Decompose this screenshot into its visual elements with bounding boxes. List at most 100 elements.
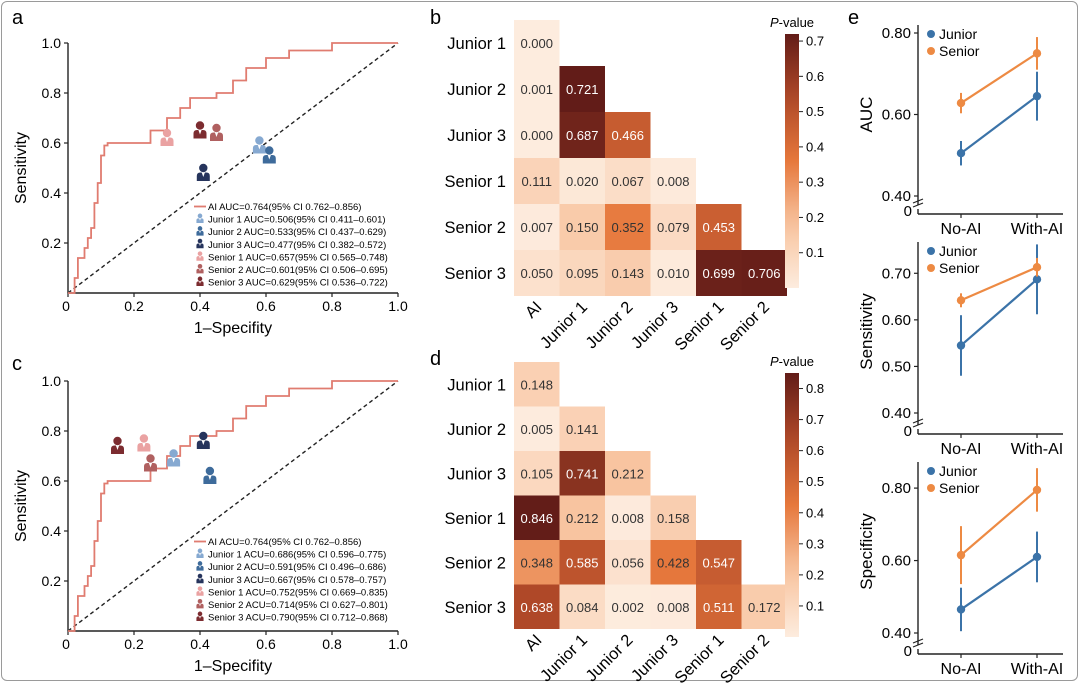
colorbar-title: P-value: [770, 354, 814, 369]
cell-value: 0.706: [748, 266, 781, 281]
reader-point-junior1: [252, 136, 266, 154]
cell-value: 0.141: [566, 422, 599, 437]
legend-marker: [196, 238, 204, 249]
person-collar-icon: [199, 616, 201, 619]
person-head-icon: [197, 573, 203, 579]
heatmap-cell: [605, 112, 651, 158]
colorbar-tick-label: 0.5: [806, 474, 824, 489]
ai-roc-curve: [68, 380, 398, 632]
series-line: [960, 52, 1038, 105]
cell-value: 0.150: [566, 220, 599, 235]
y-tick-label: 0.2: [42, 235, 62, 251]
legend-person-junior2: [196, 561, 204, 571]
legend-entry: Junior 1 AUC=0.506(95% CI 0.411–0.601): [208, 215, 386, 226]
person-collar-icon: [199, 218, 201, 221]
colorbar-tick-label: 0.6: [806, 443, 824, 458]
y-tick-label: 0.2: [42, 573, 62, 589]
cell-value: 0.067: [611, 174, 644, 189]
heatmap-cell: [514, 204, 560, 250]
legend-entry: Junior 2 ACU=0.591(95% CI 0.496–0.686): [208, 562, 386, 573]
legend-entry: Senior 2 AUC=0.601(95% CI 0.506–0.695): [208, 265, 388, 276]
person-head-icon: [113, 436, 122, 446]
heatmap-cell: [559, 250, 605, 296]
y-zero-label: 0: [904, 643, 912, 660]
row-label: Senior 3: [445, 599, 506, 617]
cell-value: 0.511: [703, 600, 735, 615]
y-tick-label: 0.80: [882, 25, 911, 42]
person-head-icon: [205, 466, 215, 476]
heatmap-cell: [559, 406, 605, 451]
reader-point-junior1: [167, 449, 181, 467]
heatmap-cell: [605, 451, 651, 496]
legend-entry: Junior 1 ACU=0.686(95% CI 0.596–0.775): [208, 550, 386, 561]
heatmap-b: 0.000 Junior 1 0.001 0.721 Junior 2 0.000 0.68…: [445, 15, 825, 354]
person-head-icon: [169, 449, 178, 458]
cell-value: 0.008: [611, 511, 644, 526]
colorbar-tick-label: 0.2: [806, 210, 824, 225]
panel-letter-e: e: [848, 7, 859, 29]
heatmap-cell: [514, 112, 560, 158]
legend-junior-label: Junior: [939, 26, 977, 42]
person-collar-icon: [165, 137, 169, 142]
y-axis-label: Sensitivity: [857, 293, 876, 370]
legend-junior-label: Junior: [939, 243, 977, 259]
x-tick-label: 1.0: [388, 636, 408, 652]
reader-point-senior1: [160, 128, 174, 146]
person-head-icon: [197, 548, 203, 554]
legend-junior-dot: [927, 30, 935, 38]
cell-value: 0.453: [702, 220, 735, 235]
legend-marker: [196, 611, 204, 621]
reader-point-senior1: [137, 434, 151, 452]
cell-value: 0.105: [520, 466, 553, 481]
heatmap-cell: [696, 540, 742, 585]
person-head-icon: [195, 121, 205, 130]
legend-person-junior3: [196, 238, 204, 249]
colorbar-title-rest: -value: [779, 354, 814, 369]
y-axis-label: Sensitivity: [13, 132, 30, 204]
data-point: [956, 605, 966, 614]
legend-senior-dot: [927, 264, 935, 272]
cell-value: 0.008: [657, 174, 690, 189]
reader-point-senior3: [111, 436, 124, 454]
heatmap-cell: [650, 584, 696, 629]
legend-person-junior1: [196, 548, 204, 558]
person-head-icon: [199, 163, 208, 173]
cell-value: 0.212: [566, 511, 599, 526]
legend-marker: [196, 276, 204, 286]
person-collar-icon: [199, 578, 201, 581]
person-collar-icon: [199, 565, 201, 569]
cell-value: 0.095: [566, 266, 599, 281]
data-point: [1032, 275, 1042, 284]
cell-value: 0.172: [748, 600, 781, 615]
cell-value: 0.000: [520, 36, 553, 51]
colorbar-tick-label: 0.3: [806, 536, 824, 551]
panel-letter-c: c: [12, 353, 22, 375]
person-collar-icon: [172, 458, 176, 463]
cell-value: 0.158: [657, 511, 690, 526]
row-label: Junior 1: [447, 35, 506, 53]
heatmap-cell: [696, 584, 742, 629]
heatmap-cell: [650, 250, 696, 296]
person-head-icon: [255, 136, 264, 145]
data-point: [1032, 49, 1042, 58]
colorbar-title-italic: P: [770, 15, 779, 30]
cell-value: 0.079: [657, 220, 690, 235]
x-axis-label: 1–Specifity: [194, 320, 272, 337]
person-collar-icon: [142, 443, 146, 448]
legend-senior-dot: [927, 47, 935, 55]
colorbar-tick-label: 0.1: [806, 245, 824, 260]
y-tick-label: 0.4: [42, 185, 62, 201]
legend-senior-label: Senior: [939, 43, 980, 59]
data-point: [956, 341, 966, 350]
legend-junior-label: Junior: [939, 463, 977, 479]
axis-break-icon: [912, 638, 924, 648]
y-tick-label: 0.6: [42, 135, 62, 151]
y-tick-label: 0.8: [42, 423, 62, 439]
colorbar-tick-label: 0.8: [806, 381, 824, 396]
col-label: Junior 2: [582, 631, 636, 683]
row-label: Senior 1: [445, 510, 506, 528]
heatmap-cell: [650, 540, 696, 585]
legend-person-senior3: [196, 611, 204, 621]
person-collar-icon: [199, 268, 201, 272]
cell-value: 0.352: [611, 220, 644, 235]
